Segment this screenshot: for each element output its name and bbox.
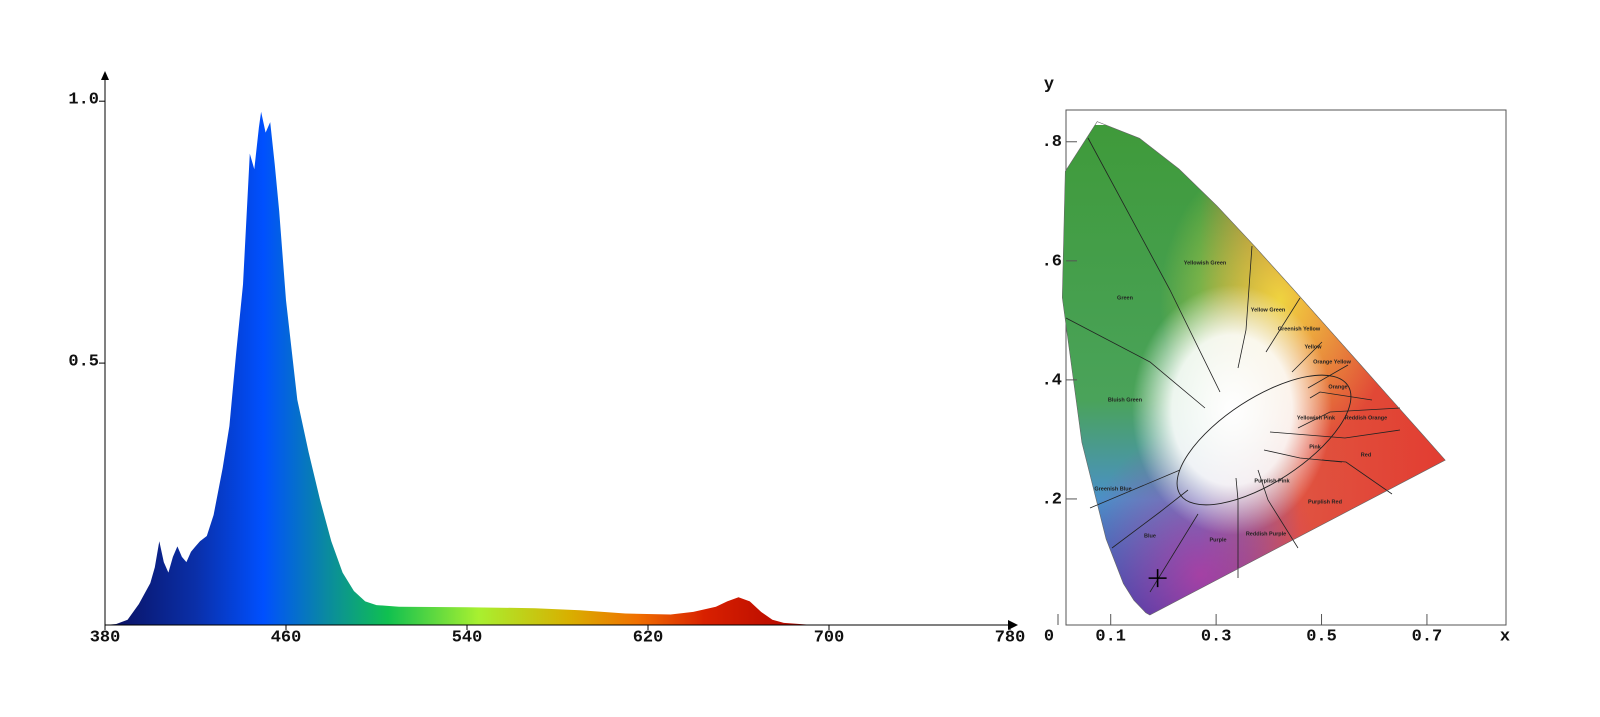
- x-tick-label: 540: [452, 628, 483, 647]
- region-boundary: [1291, 341, 1323, 373]
- region-label: Bluish Green: [1108, 397, 1143, 403]
- region-label: Yellowish Pink: [1297, 415, 1336, 421]
- region-boundary: [1257, 469, 1299, 549]
- region-label: Blue: [1144, 533, 1156, 539]
- region-label: Yellow Green: [1251, 307, 1286, 313]
- gamut-fill: [1062, 125, 1446, 615]
- region-label: Greenish Yellow: [1278, 326, 1321, 332]
- region-label: Orange: [1328, 384, 1347, 390]
- x-tick-label: 620: [633, 628, 664, 647]
- y-tick-label: .2: [1042, 490, 1062, 509]
- region-label: Orange Yellow: [1313, 359, 1352, 365]
- x-tick-label: 0.5: [1306, 627, 1337, 646]
- y-axis-arrow: [101, 71, 109, 80]
- region-boundary: [1307, 364, 1349, 389]
- chromaticity-point: [1148, 569, 1167, 588]
- x-tick-label: 780: [995, 628, 1026, 647]
- region-label: Greenish Blue: [1094, 486, 1131, 492]
- region-label: Reddish Orange: [1345, 415, 1387, 421]
- y-tick-label: .6: [1042, 252, 1062, 271]
- region-boundary: [1089, 469, 1181, 509]
- x-tick-label: 0.7: [1412, 627, 1443, 646]
- x-tick-label: 460: [271, 628, 302, 647]
- x-tick-label: 700: [814, 628, 845, 647]
- region-boundary: [1176, 374, 1352, 506]
- plot-frame: [1065, 109, 1507, 626]
- region-label: Pink: [1309, 444, 1322, 450]
- region-boundary: [1237, 245, 1253, 369]
- x-tick-label: 0.3: [1201, 627, 1232, 646]
- region-label: Red: [1361, 452, 1371, 458]
- spectrum-chart: 380 460 540 620 700 780 0.5 1.0: [68, 71, 1025, 647]
- region-boundary: [1235, 477, 1239, 578]
- x-tick-label: 0: [1044, 627, 1054, 646]
- region-label: Yellowish Green: [1184, 260, 1227, 266]
- region-label: Green: [1117, 295, 1134, 301]
- region-label: Purplish Red: [1308, 499, 1342, 505]
- y-tick-label: .8: [1042, 133, 1062, 152]
- y-tick-label: .4: [1042, 371, 1062, 390]
- region-boundary: [1111, 489, 1189, 549]
- region-boundary: [1297, 407, 1401, 429]
- region-boundary: [1065, 317, 1206, 409]
- region-label: Yellow: [1304, 344, 1322, 350]
- y-tick-label: 1.0: [68, 91, 99, 110]
- region-boundary: [1269, 429, 1401, 439]
- region-label: Purplish Pink: [1254, 478, 1290, 484]
- gamut-layer: [1062, 125, 1446, 615]
- region-label: Purple: [1209, 537, 1226, 543]
- spectrum-area: [105, 111, 1010, 625]
- x-tick-label: 0.1: [1095, 627, 1126, 646]
- x-tick-label: 380: [90, 628, 121, 647]
- spectral-locus: [1061, 121, 1446, 616]
- region-boundary: [1309, 391, 1373, 401]
- x-axis-label: x: [1500, 627, 1510, 646]
- region-boundary: [1087, 137, 1221, 393]
- y-axis-label: y: [1044, 75, 1054, 94]
- chromaticity-chart: Yellowish Green Green Yellow Green Greenish…: [1042, 75, 1511, 646]
- region-label: Reddish Purple: [1246, 531, 1286, 537]
- region-boundary: [1263, 449, 1343, 463]
- region-boundary: [1265, 297, 1301, 353]
- y-tick-label: 0.5: [68, 353, 99, 372]
